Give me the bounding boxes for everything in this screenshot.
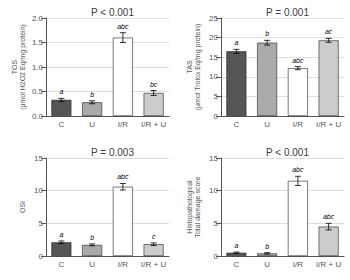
svg-text:I/R: I/R [118, 120, 128, 129]
svg-text:0.5: 0.5 [32, 87, 44, 96]
svg-text:a: a [234, 242, 238, 249]
svg-text:P < 0.001: P < 0.001 [266, 147, 309, 158]
svg-text:b: b [90, 234, 94, 241]
svg-text:15: 15 [209, 154, 218, 163]
svg-text:abc: abc [117, 23, 129, 30]
svg-text:a: a [59, 88, 63, 95]
svg-text:1.0: 1.0 [32, 63, 44, 72]
svg-text:5: 5 [214, 219, 219, 228]
svg-text:20: 20 [209, 33, 218, 42]
svg-text:U: U [89, 120, 95, 129]
svg-text:ac: ac [325, 28, 333, 35]
svg-text:I/R: I/R [293, 120, 303, 129]
svg-text:25: 25 [209, 14, 218, 23]
svg-text:Total damage score: Total damage score [194, 176, 202, 237]
svg-text:P = 0.001: P = 0.001 [266, 7, 309, 18]
svg-text:U: U [264, 260, 270, 269]
svg-text:a: a [59, 231, 63, 238]
svg-text:(μmol Trolox Eq/mg protein): (μmol Trolox Eq/mg protein) [194, 24, 202, 111]
svg-text:c: c [152, 233, 156, 240]
svg-text:I/R + U: I/R + U [141, 120, 166, 129]
svg-text:0.0: 0.0 [32, 112, 44, 121]
svg-text:0: 0 [214, 252, 219, 261]
svg-text:10: 10 [34, 186, 43, 195]
svg-text:2.0: 2.0 [32, 14, 44, 23]
svg-text:bc: bc [150, 81, 158, 88]
svg-text:15: 15 [209, 53, 218, 62]
svg-text:C: C [233, 260, 239, 269]
svg-text:b: b [265, 243, 269, 250]
svg-text:b: b [90, 91, 94, 98]
svg-text:0: 0 [39, 252, 44, 261]
svg-text:15: 15 [34, 154, 43, 163]
svg-text:P < 0.001: P < 0.001 [91, 7, 134, 18]
svg-text:abc: abc [323, 213, 335, 220]
svg-text:I/R + U: I/R + U [316, 120, 341, 129]
svg-text:I/R + U: I/R + U [141, 260, 166, 269]
svg-text:abc: abc [292, 166, 304, 173]
svg-text:TOS: TOS [11, 60, 18, 75]
svg-text:P = 0.003: P = 0.003 [91, 147, 134, 158]
svg-text:5: 5 [39, 219, 44, 228]
svg-text:U: U [89, 260, 95, 269]
svg-text:a: a [234, 39, 238, 46]
svg-text:b: b [265, 30, 269, 37]
svg-text:OSI: OSI [19, 201, 26, 213]
svg-text:10: 10 [209, 72, 218, 81]
svg-text:10: 10 [209, 186, 218, 195]
svg-text:abc: abc [292, 57, 304, 64]
svg-text:I/R: I/R [118, 260, 128, 269]
svg-text:Histopathological: Histopathological [186, 180, 194, 234]
svg-text:(μmol H2O2 Eq/mg protein): (μmol H2O2 Eq/mg protein) [19, 24, 27, 110]
svg-text:I/R + U: I/R + U [316, 260, 341, 269]
svg-text:C: C [58, 120, 64, 129]
svg-text:I/R: I/R [293, 260, 303, 269]
svg-text:0: 0 [214, 112, 219, 121]
svg-text:U: U [264, 120, 270, 129]
svg-text:abc: abc [117, 173, 129, 180]
svg-text:C: C [233, 120, 239, 129]
svg-text:5: 5 [214, 92, 219, 101]
svg-text:C: C [58, 260, 64, 269]
svg-text:1.5: 1.5 [32, 38, 44, 47]
svg-text:TAS: TAS [186, 60, 193, 73]
